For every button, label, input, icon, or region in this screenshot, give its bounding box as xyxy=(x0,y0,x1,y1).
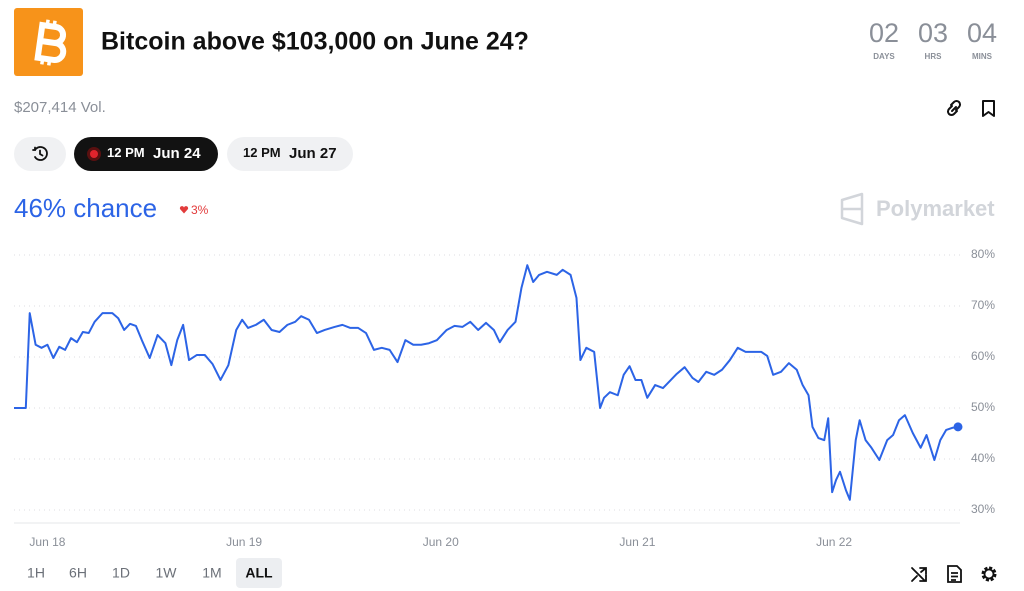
tab-time: 12 PM xyxy=(107,145,145,160)
range-button[interactable]: 1H xyxy=(27,565,45,581)
y-tick-label: 30% xyxy=(971,502,995,516)
market-icon xyxy=(14,8,83,76)
range-button[interactable]: 6H xyxy=(69,565,87,581)
line-series xyxy=(14,264,959,501)
countdown-value: 04 xyxy=(967,18,997,48)
chance-change: 3% xyxy=(191,203,209,217)
tab-date: Jun 27 xyxy=(289,145,337,162)
range-button-label: 1H xyxy=(27,565,45,581)
down-arrow xyxy=(179,206,189,214)
countdown-unit: DAYS xyxy=(873,52,895,61)
date-tab[interactable]: 12 PM Jun 27 xyxy=(227,137,353,171)
notes-button[interactable] xyxy=(947,565,962,583)
x-tick-label: Jun 21 xyxy=(619,535,655,549)
x-tick-label: Jun 22 xyxy=(816,535,852,549)
y-tick-label: 70% xyxy=(971,298,995,312)
range-button-bg xyxy=(236,558,282,588)
range-button[interactable]: 1D xyxy=(112,565,130,581)
range-button-label: 1D xyxy=(112,565,130,581)
bookmark-button[interactable] xyxy=(982,100,995,117)
volume: $207,414 Vol. xyxy=(14,99,106,116)
tab-date: Jun 24 xyxy=(153,145,201,162)
end-point xyxy=(953,422,963,432)
x-tick-label: Jun 20 xyxy=(423,535,459,549)
countdown-value: 02 xyxy=(869,18,899,48)
y-tick-label: 60% xyxy=(971,349,995,363)
countdown-value: 03 xyxy=(918,18,948,48)
link-button[interactable] xyxy=(946,99,962,117)
settings-button[interactable] xyxy=(981,566,997,582)
y-tick-label: 80% xyxy=(971,247,995,261)
date-tab-active[interactable]: 12 PM Jun 24 xyxy=(74,137,218,171)
market-title: Bitcoin above $103,000 on June 24? xyxy=(101,28,529,56)
range-button-label: ALL xyxy=(245,565,273,581)
brand-name: Polymarket xyxy=(876,196,995,221)
x-tick-label: Jun 19 xyxy=(226,535,262,549)
chance: 46% chance xyxy=(14,193,157,223)
range-selector: 1H 6H 1D 1W 1M ALL xyxy=(27,558,282,588)
countdown-unit: MINS xyxy=(972,52,993,61)
y-tick-label: 50% xyxy=(971,400,995,414)
range-button[interactable]: 1M xyxy=(202,565,221,581)
range-button-label: 1W xyxy=(156,565,178,581)
chart: 30% 40% 50% 60% 70% 80% Jun 18 Jun 19 Jun 20 Jun … xyxy=(14,247,995,549)
range-button-label: 1M xyxy=(202,565,221,581)
countdown-unit: HRS xyxy=(925,52,943,61)
tab-time: 12 PM xyxy=(243,145,281,160)
range-button-label: 6H xyxy=(69,565,87,581)
range-button[interactable]: ALL xyxy=(236,558,282,588)
x-tick-label: Jun 18 xyxy=(29,535,65,549)
range-button[interactable]: 1W xyxy=(156,565,178,581)
date-tab-label: 12 PM Jun 24 xyxy=(107,145,201,162)
date-tab-label: 12 PM Jun 27 xyxy=(243,145,337,162)
countdown: 02 DAYS 03 HRS 04 MINS xyxy=(869,18,997,61)
shuffle-button[interactable] xyxy=(911,567,927,582)
y-tick-label: 40% xyxy=(971,451,995,465)
brand-logo: Polymarket xyxy=(840,192,995,226)
history-button[interactable] xyxy=(14,137,66,171)
